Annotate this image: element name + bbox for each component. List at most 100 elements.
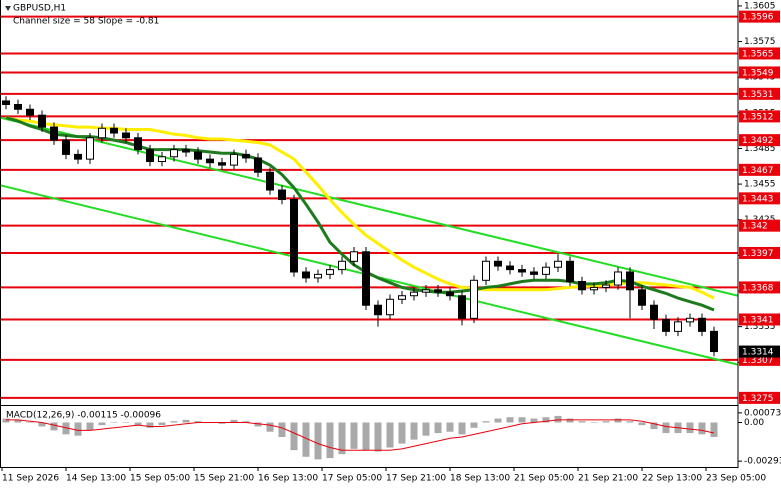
candle-body	[626, 271, 634, 291]
level-label: 1.3467	[742, 166, 774, 176]
level-label: 1.3492	[742, 136, 774, 146]
candle-body	[422, 289, 430, 293]
candle-body	[134, 137, 142, 151]
level-label: 1.3565	[742, 49, 774, 59]
candle-body	[314, 273, 322, 279]
candle-body	[38, 114, 46, 128]
candle-body	[446, 291, 454, 297]
macd-bar	[518, 417, 526, 423]
level-label: 1.3443	[742, 194, 774, 204]
macd-bar	[242, 421, 250, 423]
level-label-box	[739, 110, 780, 123]
candle-body	[122, 132, 130, 139]
y-tick-label: 1.3575	[744, 37, 776, 47]
macd-signal	[6, 419, 715, 451]
macd-bar	[290, 422, 298, 451]
macd-bar	[626, 421, 634, 423]
candle-body	[14, 104, 22, 110]
candle-body	[218, 162, 226, 166]
macd-bar	[170, 421, 178, 423]
candle-body	[302, 271, 310, 279]
candle-body	[494, 260, 502, 267]
y-tick-label: 1.3485	[744, 144, 776, 154]
level-label: 1.3549	[742, 68, 774, 78]
macd-bar	[410, 422, 418, 440]
macd-bar	[614, 418, 622, 423]
level-label-box	[739, 391, 780, 404]
macd-bar	[554, 415, 562, 423]
candle-body	[386, 298, 394, 316]
macd-bar	[566, 418, 574, 423]
macd-bar	[98, 422, 106, 426]
level-label-box	[739, 281, 780, 294]
macd-bar	[326, 422, 334, 459]
candle-body	[674, 321, 682, 332]
macd-bar	[230, 419, 238, 423]
macd-bar	[590, 422, 598, 423]
macd-bar	[2, 418, 10, 423]
candle-body	[278, 189, 286, 201]
candle-body	[362, 251, 370, 306]
level-label-box	[739, 134, 780, 147]
macd-bar	[530, 418, 538, 423]
candle-body	[74, 153, 82, 160]
candle-body	[146, 149, 154, 163]
macd-bar	[350, 422, 358, 449]
macd-bar	[638, 422, 646, 426]
macd-bar	[578, 421, 586, 423]
candle-body	[194, 151, 202, 160]
macd-bar	[62, 422, 70, 435]
level-label: 1.3397	[742, 249, 774, 259]
macd-bar	[218, 422, 226, 424]
macd-bar	[26, 422, 34, 423]
candle-body	[182, 149, 190, 153]
candle-body	[206, 158, 214, 164]
macd-bar	[686, 422, 694, 434]
candle-body	[602, 284, 610, 288]
x-tick-label: 21 Sep 21:00	[578, 474, 638, 484]
macd-bar	[542, 417, 550, 423]
candle-body	[614, 271, 622, 286]
level-label: 1.3512	[742, 112, 774, 122]
moving-average	[5, 116, 715, 300]
macd-bar	[398, 422, 406, 444]
candle-body	[566, 260, 574, 282]
macd-bar	[254, 422, 262, 427]
x-tick-label: 17 Sep 21:00	[386, 474, 446, 484]
macd-bar	[110, 422, 118, 423]
marks-layer	[0, 96, 739, 460]
macd-bar	[86, 422, 94, 431]
macd-bar	[182, 419, 190, 423]
level-label: 1.3341	[742, 315, 774, 325]
level-label: 1.3596	[742, 13, 774, 23]
level-label-box	[739, 10, 780, 23]
candle-body	[578, 280, 586, 291]
candle-body	[434, 289, 442, 293]
level-label-box	[739, 47, 780, 60]
macd-bar	[50, 422, 58, 431]
level-label: 1.3307	[742, 356, 774, 366]
macd-bar	[506, 417, 514, 423]
macd-bar	[434, 422, 442, 434]
candle-body	[110, 127, 118, 134]
level-label: 1.3531	[742, 90, 774, 100]
macd-bar	[710, 422, 718, 437]
macd-bar	[482, 421, 490, 423]
x-tick-label: 14 Sep 13:00	[66, 474, 126, 484]
macd-y-tick-label: 0.00073	[744, 408, 781, 418]
candle-body	[26, 108, 34, 116]
candle-body	[650, 304, 658, 320]
x-tick-label: 21 Sep 05:00	[514, 474, 574, 484]
macd-bar	[14, 419, 22, 423]
level-label: 1.342	[742, 222, 768, 232]
macd-bar	[602, 421, 610, 423]
candle-body	[590, 286, 598, 291]
candle-body	[542, 266, 550, 275]
candle-body	[554, 260, 562, 268]
candle-body	[638, 289, 646, 306]
macd-y-tick-label: -0.00293	[744, 457, 781, 467]
candle-body	[50, 126, 58, 141]
candle-body	[458, 295, 466, 319]
candle-body	[410, 291, 418, 297]
level-label-box	[739, 246, 780, 259]
